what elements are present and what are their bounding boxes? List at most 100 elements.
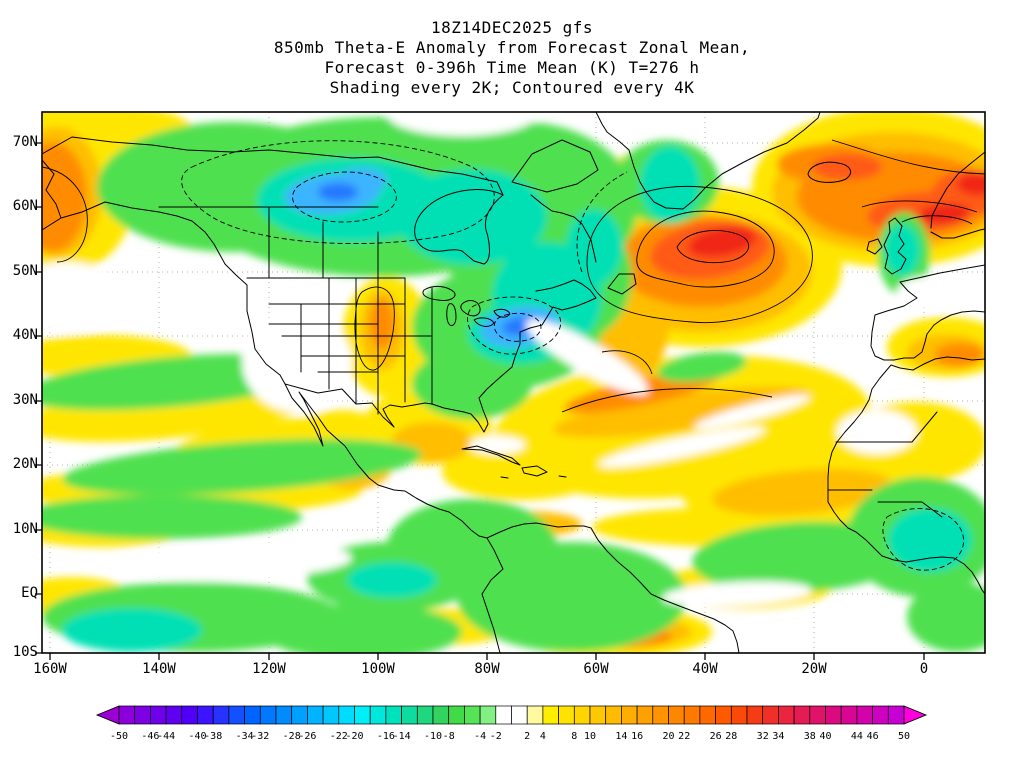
colorbar-tick-label: 10 [584, 731, 596, 742]
lon-tick-label: 40W [692, 661, 718, 677]
lat-tick-label: 50N [12, 263, 38, 279]
colorbar-cell [668, 705, 685, 725]
colorbar-cell [369, 705, 387, 725]
map-frame [35, 111, 986, 660]
colorbar-cell [291, 705, 308, 725]
colorbar-tick-label: -40 [188, 731, 206, 742]
title-line-4: Shading every 2K; Contoured every 4K [329, 78, 695, 97]
colorbar-cell [464, 705, 481, 725]
colorbar-cell [165, 705, 183, 725]
colorbar-cell [887, 705, 905, 725]
colorbar-cell [495, 705, 512, 725]
colorbar-cell [511, 705, 528, 725]
coastline-layer [42, 112, 985, 653]
colorbar-tick-label: 34 [772, 731, 784, 742]
lon-tick-label: 120W [252, 661, 286, 677]
colorbar-cell [652, 705, 669, 725]
contour-layer [42, 139, 985, 571]
colorbar-cell [197, 705, 214, 725]
colorbar-left-arrow [95, 705, 120, 725]
colorbar-tick-label: 26 [710, 731, 722, 742]
colorbar-cell [699, 705, 716, 725]
colorbar-cell [322, 705, 340, 725]
colorbar-tick-label: -44 [157, 731, 175, 742]
colorbar-tick-label: 14 [615, 731, 627, 742]
colorbar-cell [275, 705, 293, 725]
colorbar-cell [181, 705, 198, 725]
colorbar-tick-label: 50 [898, 731, 910, 742]
colorbar-cell [338, 705, 355, 725]
lon-tick-label: 160W [33, 661, 67, 677]
colorbar-tick-label: -28 [283, 731, 301, 742]
colorbar-tick-label: -8 [443, 731, 455, 742]
colorbar-tick-label: 32 [757, 731, 769, 742]
colorbar-cell [683, 705, 701, 725]
colorbar-cell [150, 705, 167, 725]
colorbar-cell [746, 705, 764, 725]
colorbar-tick-label: 22 [678, 731, 690, 742]
colorbar-cell [872, 705, 889, 725]
colorbar: -50 -46-44 -40-38 -34-32 -28-26 -22-20 -16-14-… [95, 705, 928, 742]
colorbar-tick-label: 46 [867, 731, 879, 742]
colorbar-cell [573, 705, 591, 725]
colorbar-cell [542, 705, 559, 725]
colorbar-cell [856, 705, 873, 725]
title-line-2: 850mb Theta-E Anomaly from Forecast Zona… [273, 38, 751, 57]
colorbar-tick-label: -34 [236, 731, 254, 742]
colorbar-tick-label: -16 [377, 731, 395, 742]
lat-tick-label: 30N [12, 392, 38, 408]
lon-tick-label: 100W [361, 661, 395, 677]
lat-tick-label: EQ [21, 585, 38, 601]
lat-tick-label: 20N [12, 456, 38, 472]
colorbar-tick-label: -22 [330, 731, 348, 742]
anomaly-map [35, 111, 986, 660]
colorbar-tick-label: -4 [474, 731, 486, 742]
lon-tick-label: 80W [474, 661, 500, 677]
colorbar-cell [636, 705, 654, 725]
colorbar-tick-label: -14 [393, 731, 411, 742]
colorbar-cell [715, 705, 732, 725]
lon-tick-label: 0 [919, 661, 929, 677]
colorbar-cell [228, 705, 245, 725]
colorbar-cell [589, 705, 607, 725]
colorbar-tick-label: -2 [490, 731, 502, 742]
colorbar-tick-label: 4 [540, 731, 546, 742]
colorbar-cell [621, 705, 638, 725]
lat-tick-label: 40N [12, 327, 38, 343]
colorbar-cell [134, 705, 151, 725]
colorbar-tick-label: -26 [298, 731, 316, 742]
colorbar-right-arrow [903, 705, 928, 725]
colorbar-cell [118, 705, 136, 725]
lon-tick-label: 20W [801, 661, 827, 677]
colorbar-cell [558, 705, 575, 725]
colorbar-cell [840, 705, 858, 725]
shading-layer [42, 112, 985, 653]
lat-tick-label: 10S [12, 644, 38, 660]
colorbar-tick-label: -50 [110, 731, 128, 742]
colorbar-cell [212, 705, 230, 725]
colorbar-cell [259, 705, 277, 725]
colorbar-tick-label: 16 [631, 731, 643, 742]
colorbar-cell [401, 705, 418, 725]
colorbar-cell [479, 705, 497, 725]
colorbar-tick-label: 40 [819, 731, 831, 742]
colorbar-cell [432, 705, 450, 725]
lat-tick-label: 70N [12, 134, 38, 150]
colorbar-tick-label: 8 [571, 731, 577, 742]
lon-tick-label: 60W [583, 661, 609, 677]
colorbar-tick-label: 2 [524, 731, 530, 742]
colorbar-tick-label: 38 [804, 731, 816, 742]
colorbar-cell [416, 705, 434, 725]
colorbar-cell [307, 705, 324, 725]
colorbar-cell [244, 705, 261, 725]
colorbar-tick-label: 44 [851, 731, 863, 742]
colorbar-tick-label: -46 [141, 731, 159, 742]
colorbar-cell [730, 705, 748, 725]
chart-title-block: 18Z14DEC2025 gfs 850mb Theta-E Anomaly f… [0, 18, 1024, 98]
colorbar-cell [762, 705, 779, 725]
colorbar-cell [385, 705, 402, 725]
title-line-3: Forecast 0-396h Time Mean (K) T=276 h [324, 58, 700, 77]
colorbar-tick-label: 28 [725, 731, 737, 742]
colorbar-tick-label: 20 [662, 731, 674, 742]
title-line-1: 18Z14DEC2025 gfs [430, 18, 594, 37]
